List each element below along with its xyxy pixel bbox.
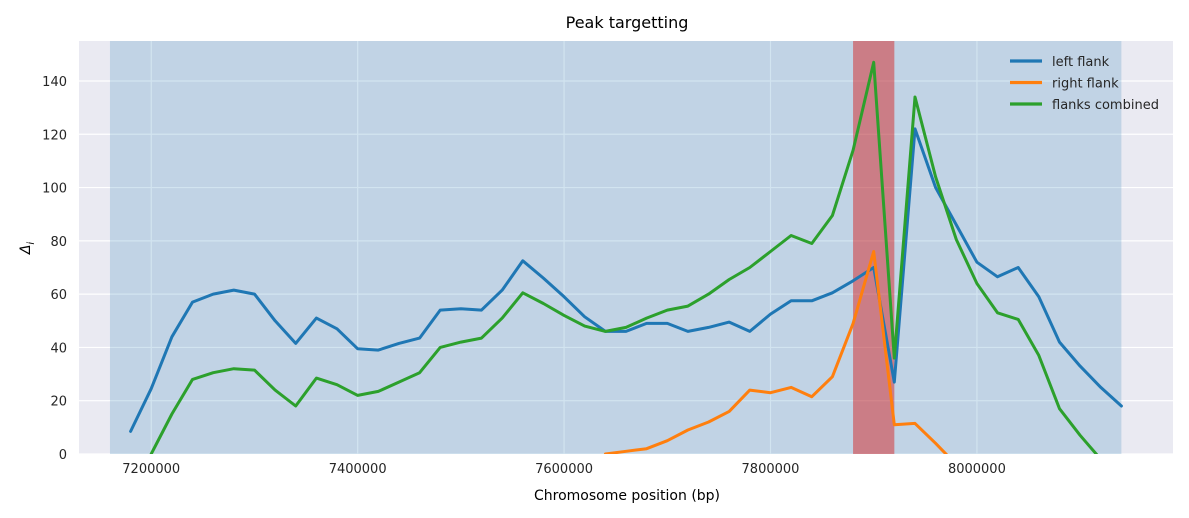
y-tick-label: 20: [50, 395, 67, 410]
y-axis-label-subscript: i: [26, 242, 37, 245]
x-axis-label: Chromosome position (bp): [534, 488, 720, 504]
x-axis-ticks: 7200000 7400000 7600000 7800000 8000000: [122, 462, 1006, 477]
x-tick-label: 7400000: [329, 462, 387, 477]
series-line-right-flank: [603, 250, 949, 454]
y-tick-label: 80: [50, 235, 67, 250]
y-tick-label: 120: [42, 128, 67, 143]
y-tick-label: 100: [42, 182, 67, 197]
plot-background: [79, 41, 1173, 454]
x-tick-label: 7200000: [122, 462, 180, 477]
grid: [79, 41, 1173, 455]
legend: left flank right flank flanks combined: [1010, 55, 1159, 113]
x-tick-label: 7600000: [535, 462, 593, 477]
x-tick-label: 8000000: [948, 462, 1006, 477]
y-axis-ticks: 0 20 40 60 80 100 120 140: [42, 75, 67, 463]
y-axis-label: Δi: [18, 242, 37, 256]
chart-title: Peak targetting: [566, 13, 689, 32]
y-axis-label-main: Δ: [18, 245, 34, 256]
shaded-region-red: [853, 41, 895, 454]
series-line-left-flank: [129, 127, 1123, 433]
shaded-regions: [109, 41, 1122, 454]
x-tick-label: 7800000: [742, 462, 800, 477]
y-tick-label: 140: [42, 75, 67, 90]
plot-area: [79, 41, 1173, 454]
y-tick-label: 0: [59, 448, 67, 463]
legend-label: right flank: [1052, 77, 1119, 92]
series-lines: [129, 60, 1123, 454]
y-tick-label: 40: [50, 341, 67, 356]
shaded-region-blue: [109, 41, 1122, 454]
y-tick-label: 60: [50, 288, 67, 303]
legend-label: flanks combined: [1052, 98, 1159, 113]
legend-label: left flank: [1052, 55, 1110, 70]
series-line-flanks-combined: [149, 60, 1099, 454]
